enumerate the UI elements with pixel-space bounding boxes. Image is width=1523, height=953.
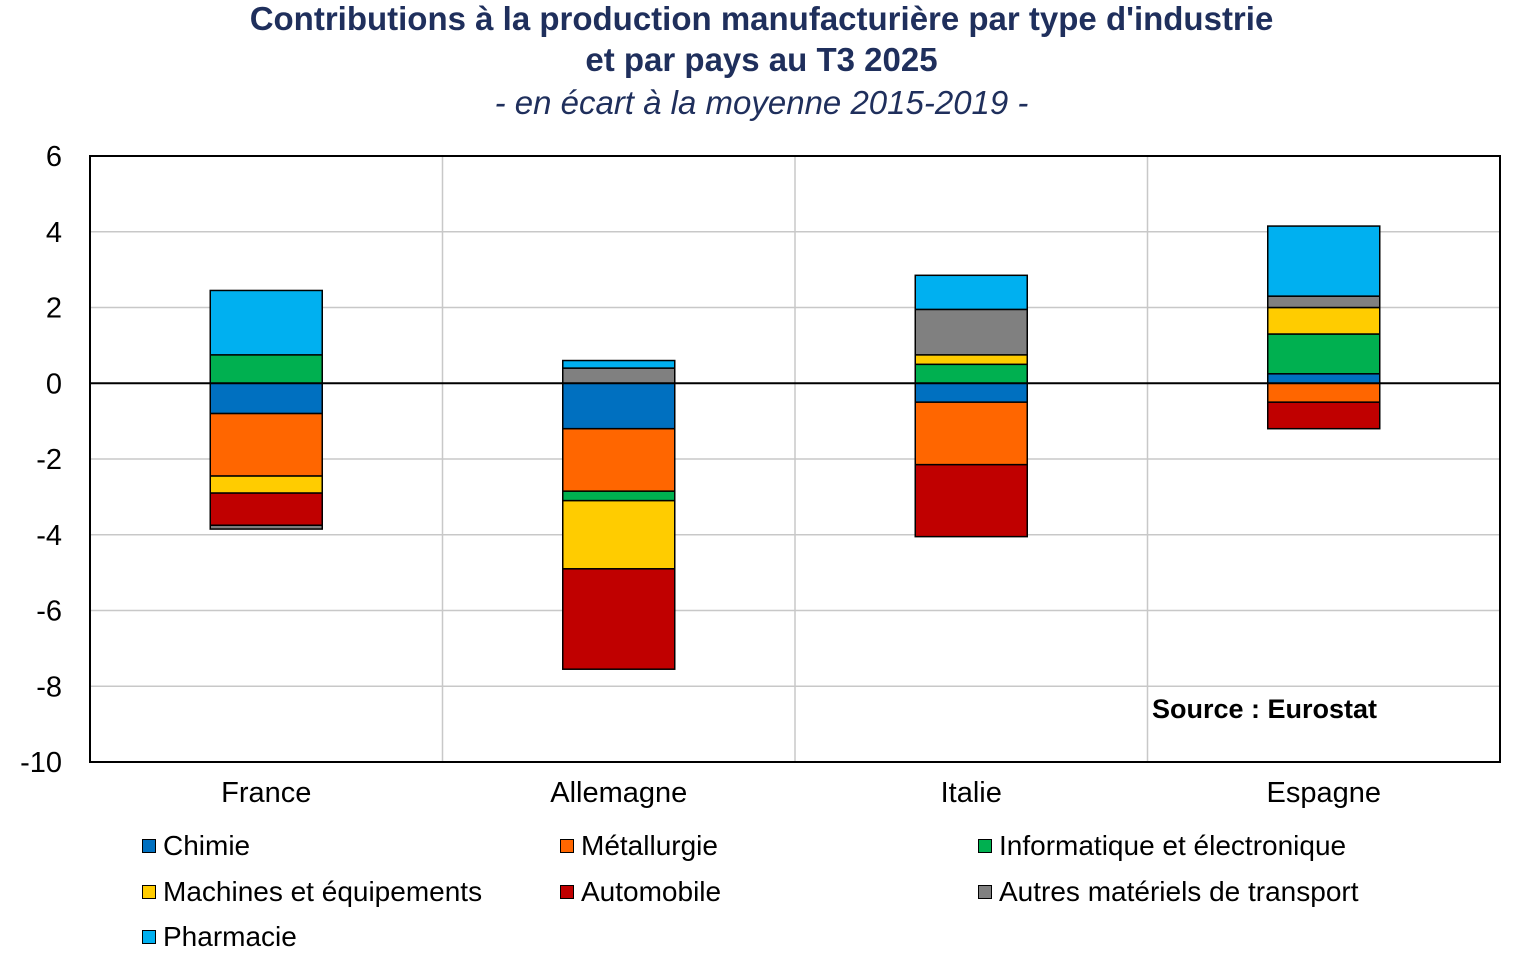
- legend-swatch: [142, 885, 156, 899]
- legend-item: Automobile: [560, 876, 722, 907]
- x-category-label: Allemagne: [550, 777, 687, 809]
- legend-item: Métallurgie: [560, 830, 718, 861]
- bar-segment: [209, 382, 323, 415]
- legend-swatch: [142, 930, 156, 944]
- bar-segment: [562, 382, 676, 430]
- bar-segment: [562, 490, 676, 502]
- bar-segment: [914, 382, 1028, 403]
- bar-segment: [209, 412, 323, 477]
- bar-segment: [562, 427, 676, 492]
- legend-item: Autres matériels de transport: [978, 876, 1359, 907]
- legend-swatch: [560, 885, 574, 899]
- legend-item: Machines et équipements: [142, 876, 483, 907]
- bar-segment: [914, 354, 1028, 366]
- legend-swatch: [978, 885, 992, 899]
- legend-label: Chimie: [163, 830, 251, 861]
- labels: 6 4 2 0 -2 -4 -6 -8 -10 France Allemagne Italie Espa…: [20, 141, 1381, 809]
- bar-segment: [209, 354, 323, 384]
- bar-segment: [914, 308, 1028, 356]
- x-category-label: Italie: [941, 777, 1002, 809]
- legend-swatch: [978, 839, 992, 853]
- bar-segment: [1267, 401, 1381, 430]
- grid: [90, 156, 1500, 762]
- bar-segment: [1267, 306, 1381, 335]
- bar-segment: [209, 492, 323, 527]
- bar-segment: [562, 359, 676, 369]
- legend-label: Automobile: [581, 876, 722, 907]
- y-tick-label: 6: [46, 141, 62, 173]
- y-tick-label: -10: [20, 747, 62, 779]
- y-tick-label: 4: [46, 217, 62, 249]
- legend-label: Pharmacie: [163, 921, 297, 952]
- x-category-label: France: [221, 777, 311, 809]
- bar-segment: [1267, 295, 1381, 309]
- bar-segment: [914, 401, 1028, 466]
- chart-subtitle: - en écart à la moyenne 2015-2019 -: [494, 84, 1029, 121]
- legend-swatch: [560, 839, 574, 853]
- bar-segment: [914, 274, 1028, 311]
- y-tick-label: 0: [46, 368, 62, 400]
- x-category-label: Espagne: [1267, 777, 1382, 809]
- legend-label: Machines et équipements: [163, 876, 483, 907]
- legend-label: Informatique et électronique: [999, 830, 1347, 861]
- y-tick-label: -2: [36, 444, 62, 476]
- bars: [209, 225, 1381, 670]
- chart-title: Contributions à la production manufactur…: [249, 0, 1274, 37]
- plot-frame: [89, 155, 1501, 763]
- legend-item: Chimie: [142, 830, 251, 861]
- bar-segment: [914, 463, 1028, 538]
- legend-item: Informatique et électronique: [978, 830, 1347, 861]
- source-annotation: Source : Eurostat: [1152, 694, 1377, 724]
- y-tick-label: 2: [46, 293, 62, 325]
- bar-segment: [209, 289, 323, 356]
- chart-title-line-2: et par pays au T3 2025: [585, 41, 938, 78]
- y-tick-label: -6: [36, 596, 62, 628]
- axes: [89, 155, 1501, 763]
- bar-segment: [562, 568, 676, 670]
- bar-segment: [562, 499, 676, 570]
- legend-item: Pharmacie: [142, 921, 297, 952]
- bar-segment: [1267, 382, 1381, 403]
- bar-segment: [914, 363, 1028, 384]
- bar-segment: [562, 367, 676, 385]
- bar-segment: [209, 475, 323, 494]
- bar-segment: [1267, 333, 1381, 375]
- y-tick-label: -8: [36, 671, 62, 703]
- legend-swatch: [142, 839, 156, 853]
- bar-segment: [1267, 373, 1381, 384]
- bar-segment: [209, 524, 323, 530]
- bar-segment: [1267, 225, 1381, 297]
- legend-label: Autres matériels de transport: [999, 876, 1359, 907]
- legend-label: Métallurgie: [581, 830, 718, 861]
- y-tick-label: -4: [36, 520, 62, 552]
